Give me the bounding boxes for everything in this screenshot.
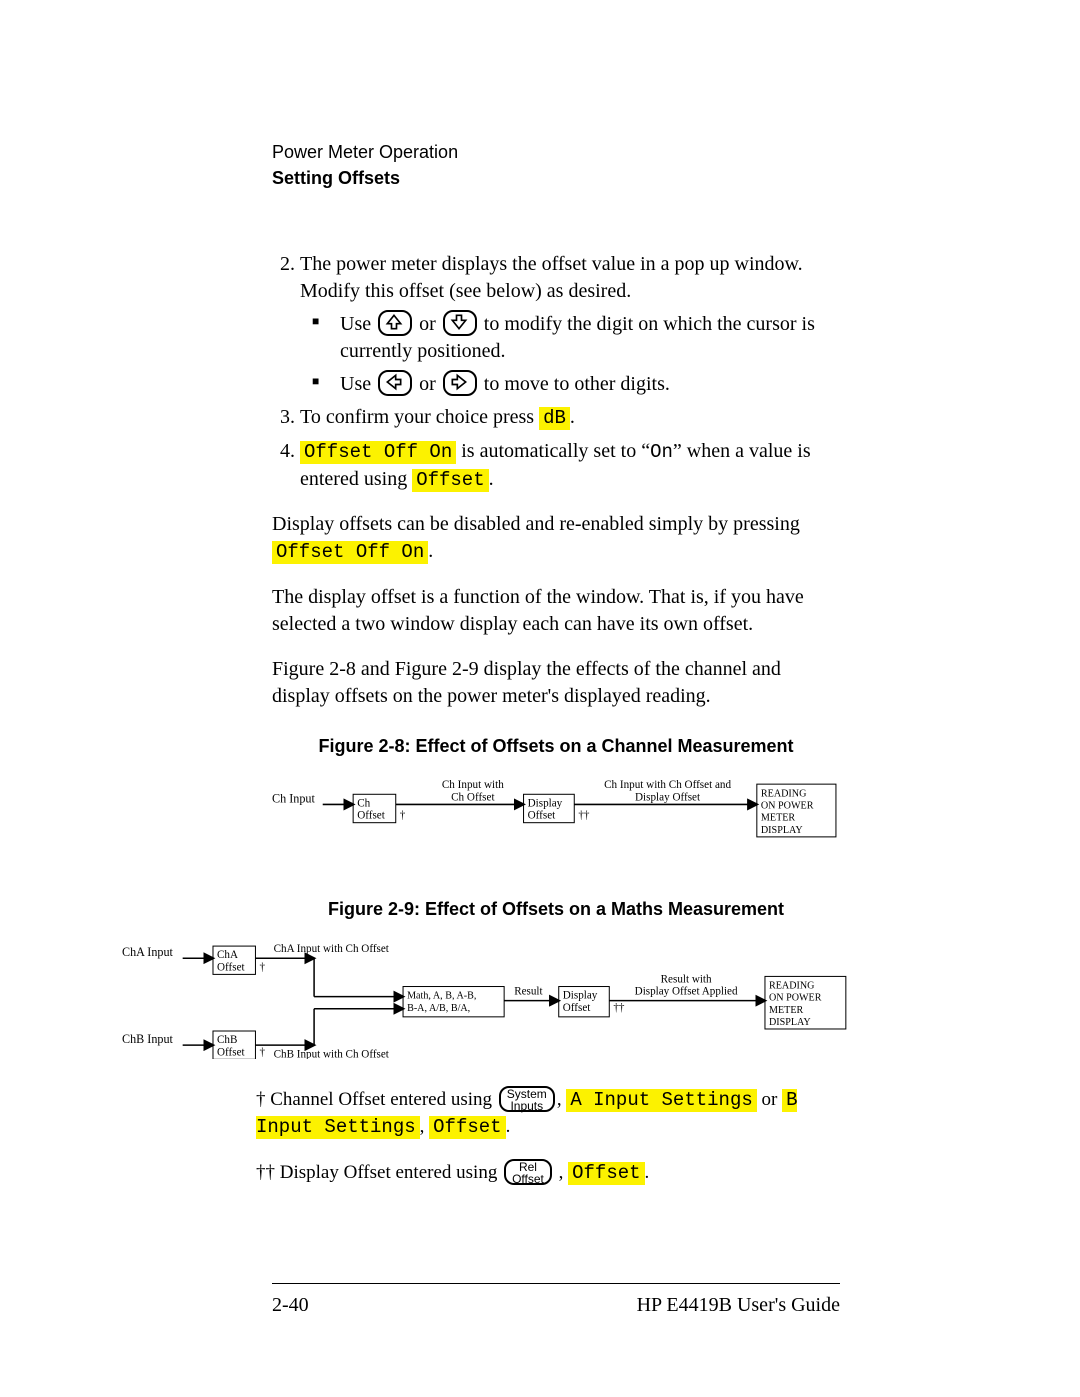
label: Display — [528, 798, 563, 810]
ddagger: †† — [613, 1001, 625, 1013]
page-number: 2-40 — [272, 1292, 309, 1319]
label: Display Offset — [635, 792, 701, 804]
figure-2-9-container: ChA Input ChA Offset † ChA Input with Ch… — [122, 934, 860, 1087]
a-input-settings-key: A Input Settings — [566, 1089, 756, 1112]
label: Offset — [528, 810, 557, 822]
footnotes: † Channel Offset entered using SystemInp… — [256, 1087, 840, 1187]
label: Ch Input with — [442, 779, 504, 791]
label: Display Offset Applied — [635, 985, 738, 997]
step-3: To confirm your choice press dB. — [300, 404, 840, 432]
step-4: Offset Off On is automatically set to “O… — [300, 438, 840, 493]
ddagger: †† — [578, 810, 590, 822]
bullet-item: Use or to move to other digits. — [340, 371, 840, 398]
offset-off-on-key: Offset Off On — [300, 441, 456, 464]
text: to move to other digits. — [484, 373, 670, 395]
label: Ch Input with Ch Offset and — [604, 779, 731, 791]
text: †† Display Offset entered using — [256, 1162, 502, 1183]
footnote-1: † Channel Offset entered using SystemInp… — [256, 1087, 840, 1140]
label: Offset — [563, 1001, 591, 1013]
label: ChB Input with Ch Offset — [274, 1048, 390, 1059]
figure-2-9-caption: Figure 2-9: Effect of Offsets on a Maths… — [272, 897, 840, 921]
label: Ch Offset — [451, 792, 495, 804]
label: METER — [761, 813, 796, 824]
header-section: Setting Offsets — [272, 166, 840, 190]
label: Display — [563, 989, 598, 1001]
text: or — [419, 373, 441, 395]
text: . — [645, 1162, 650, 1183]
page-footer: 2-40 HP E4419B User's Guide — [272, 1283, 840, 1319]
text: Use — [340, 373, 376, 395]
label: DISPLAY — [761, 825, 804, 836]
code-on: On — [650, 441, 673, 463]
label: Math, A, B, A-B, — [407, 990, 476, 1001]
figure-2-8-diagram: Ch Input Ch Offset † Ch Input with Ch Of… — [272, 774, 840, 845]
label: ChA — [217, 949, 238, 961]
label: ON POWER — [761, 801, 814, 812]
step-list: The power meter displays the offset valu… — [272, 251, 840, 494]
label: Offset — [217, 961, 245, 973]
step-2: The power meter displays the offset valu… — [300, 251, 840, 399]
down-arrow-key — [443, 310, 477, 336]
text: is automatically set to “ — [461, 440, 650, 462]
offset-key: Offset — [429, 1116, 505, 1139]
label: READING — [761, 789, 807, 800]
rel-offset-key: RelOffset — [504, 1159, 552, 1185]
dagger: † — [259, 961, 265, 973]
text: , — [557, 1089, 567, 1110]
text: . — [506, 1116, 511, 1137]
paragraph: Figure 2-8 and Figure 2-9 display the ef… — [272, 656, 840, 710]
label: DISPLAY — [769, 1017, 811, 1028]
offset-key: Offset — [412, 469, 488, 492]
label: Result with — [661, 973, 712, 985]
label: ChB — [217, 1034, 237, 1046]
dagger: † — [259, 1046, 265, 1058]
paragraph: The display offset is a function of the … — [272, 584, 840, 638]
header-chapter: Power Meter Operation — [272, 140, 840, 164]
label: Offset — [217, 1046, 245, 1058]
label: B-A, A/B, B/A, — [407, 1002, 470, 1013]
bullet-item: Use or to modify the digit on which the … — [340, 311, 840, 365]
label-ch-input: Ch Input — [272, 792, 316, 806]
label: READING — [769, 980, 814, 991]
label: ON POWER — [769, 992, 822, 1003]
label: ChA Input with Ch Offset — [274, 943, 390, 955]
label: Offset — [357, 810, 386, 822]
text: . — [570, 406, 575, 428]
text: or — [419, 313, 441, 335]
step-text: The power meter displays the offset valu… — [300, 253, 803, 302]
text: . — [428, 540, 433, 562]
up-arrow-key — [378, 310, 412, 336]
figure-2-8-caption: Figure 2-8: Effect of Offsets on a Chann… — [272, 734, 840, 758]
label: METER — [769, 1004, 803, 1015]
label: ChA Input — [122, 945, 173, 959]
text: , — [559, 1162, 569, 1183]
paragraph: Display offsets can be disabled and re-e… — [272, 511, 840, 566]
figure-2-9-diagram: ChA Input ChA Offset † ChA Input with Ch… — [122, 938, 860, 1059]
db-key: dB — [539, 407, 570, 430]
left-arrow-key — [378, 370, 412, 396]
text: Display offsets can be disabled and re-e… — [272, 513, 800, 535]
text: or — [762, 1089, 783, 1110]
text: . — [489, 468, 494, 490]
system-inputs-key: SystemInputs — [499, 1086, 555, 1112]
guide-title: HP E4419B User's Guide — [637, 1292, 840, 1319]
sub-bullets: Use or to modify the digit on which the … — [300, 311, 840, 399]
label: Ch — [357, 798, 370, 810]
text: † Channel Offset entered using — [256, 1089, 497, 1110]
dagger: † — [400, 810, 406, 822]
right-arrow-key — [443, 370, 477, 396]
text: Use — [340, 313, 376, 335]
label: Result — [514, 985, 543, 997]
text: To confirm your choice press — [300, 406, 539, 428]
offset-key: Offset — [568, 1162, 644, 1185]
footnote-2: †† Display Offset entered using RelOffse… — [256, 1160, 840, 1187]
document-page: Power Meter Operation Setting Offsets Th… — [0, 0, 1080, 1397]
offset-off-on-key: Offset Off On — [272, 541, 428, 564]
text: , — [420, 1116, 430, 1137]
label: ChB Input — [122, 1032, 173, 1046]
